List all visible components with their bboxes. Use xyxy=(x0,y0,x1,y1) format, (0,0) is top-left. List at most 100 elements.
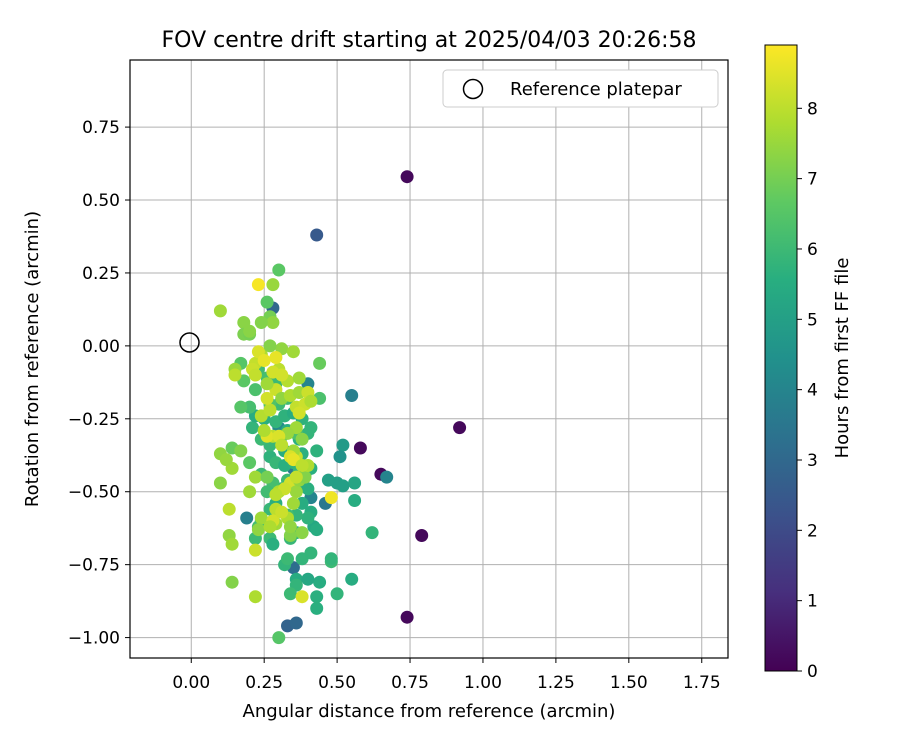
scatter-point xyxy=(243,485,257,499)
scatter-point xyxy=(324,491,338,505)
scatter-point xyxy=(301,572,315,586)
legend-open-circle-icon xyxy=(462,78,484,100)
scatter-point xyxy=(248,543,262,557)
colorbar-tick-label: 0 xyxy=(807,662,818,682)
colorbar-tick-label: 1 xyxy=(807,592,818,612)
scatter-point xyxy=(400,170,414,184)
scatter-point xyxy=(248,383,262,397)
x-tick-label: 1.00 xyxy=(464,673,502,693)
scatter-point xyxy=(324,552,338,566)
scatter-point xyxy=(313,575,327,589)
scatter-point xyxy=(243,324,257,338)
scatter-point xyxy=(272,631,286,645)
scatter-point xyxy=(263,339,277,353)
scatter-point xyxy=(353,441,367,455)
scatter-point xyxy=(345,389,359,402)
legend-label: Reference platepar xyxy=(510,79,682,100)
scatter-point xyxy=(304,546,318,560)
colorbar xyxy=(764,44,798,672)
scatter-point xyxy=(228,368,242,382)
scatter-point xyxy=(213,304,227,318)
x-tick-label: 0.00 xyxy=(172,673,210,693)
scatter-point xyxy=(246,421,259,435)
scatter-point xyxy=(380,470,394,484)
scatter-point xyxy=(275,368,289,382)
scatter-point xyxy=(266,278,280,292)
colorbar-tick-label: 2 xyxy=(807,521,818,541)
plot-frame xyxy=(129,59,729,659)
scatter-point xyxy=(345,572,359,586)
y-tick-label: −0.25 xyxy=(68,410,120,430)
scatter-point xyxy=(283,520,297,534)
scatter-point xyxy=(260,470,274,484)
scatter-point xyxy=(248,590,262,604)
scatter-point xyxy=(310,590,324,604)
scatter-point xyxy=(263,520,277,534)
scatter-point xyxy=(313,356,327,370)
scatter-point xyxy=(260,391,274,405)
x-tick-label: 1.25 xyxy=(537,673,575,693)
scatter-point xyxy=(269,488,283,502)
scatter-point xyxy=(225,575,239,589)
scatter-point xyxy=(263,403,277,417)
legend: Reference platepar xyxy=(442,69,719,108)
scatter-point xyxy=(248,368,262,382)
scatter-point xyxy=(304,421,318,435)
scatter-point xyxy=(301,511,315,525)
scatter-point xyxy=(289,485,303,499)
scatter-point xyxy=(301,482,315,496)
scatter-point xyxy=(254,511,268,525)
scatter-point xyxy=(295,459,309,472)
scatter-point xyxy=(272,263,286,277)
scatter-point xyxy=(295,432,309,446)
scatter-point xyxy=(336,479,350,493)
y-axis-label: Rotation from reference (arcmin) xyxy=(22,211,43,507)
scatter-point xyxy=(292,406,306,420)
y-tick-label: −0.50 xyxy=(68,483,120,503)
y-axis-ticks: −1.00 −0.75 −0.50 −0.25 0.00 0.25 0.50 0.75 xyxy=(68,118,130,649)
scatter-point xyxy=(304,394,318,408)
scatter-point xyxy=(286,496,300,510)
scatter-point xyxy=(269,351,283,364)
scatter-point xyxy=(310,444,324,458)
colorbar-tick-label: 8 xyxy=(807,99,818,119)
colorbar-tick-label: 6 xyxy=(807,240,818,260)
x-tick-label: 1.50 xyxy=(610,673,648,693)
scatter-point xyxy=(336,438,350,452)
scatter-point xyxy=(281,552,294,566)
scatter-point xyxy=(400,610,414,624)
legend-box xyxy=(442,69,719,108)
y-tick-label: −0.75 xyxy=(68,556,120,576)
reference-platepar-marker xyxy=(179,332,200,353)
scatter-point xyxy=(251,278,265,292)
scatter-point xyxy=(365,526,379,540)
colorbar-label: Hours from first FF file xyxy=(832,258,853,459)
scatter-point xyxy=(234,400,248,414)
colorbar-tick-label: 7 xyxy=(807,170,818,190)
chart-title: FOV centre drift starting at 2025/04/03 … xyxy=(162,28,697,53)
scatter-point xyxy=(292,371,306,385)
scatter-point xyxy=(321,473,335,487)
scatter-point xyxy=(275,438,289,452)
scatter-point xyxy=(222,502,236,516)
scatter-point xyxy=(415,529,429,542)
scatter-point xyxy=(260,295,274,309)
y-tick-label: −1.00 xyxy=(68,629,120,649)
scatter-point xyxy=(251,523,265,537)
scatter-point xyxy=(213,476,227,490)
x-tick-label: 0.25 xyxy=(245,673,283,693)
scatter-point xyxy=(283,587,297,601)
y-tick-label: 0.00 xyxy=(82,337,120,357)
scatter-point xyxy=(248,470,262,484)
y-tick-label: 0.25 xyxy=(82,264,120,284)
scatter-point xyxy=(333,450,347,464)
y-tick-label: 0.50 xyxy=(82,191,120,211)
scatter-point xyxy=(266,537,280,551)
x-axis-label: Angular distance from reference (arcmin) xyxy=(243,701,616,722)
scatter-point xyxy=(266,316,280,329)
x-tick-label: 1.75 xyxy=(683,673,721,693)
scatter-point xyxy=(310,228,324,242)
grid-lines xyxy=(130,60,728,658)
scatter-point xyxy=(257,424,271,437)
